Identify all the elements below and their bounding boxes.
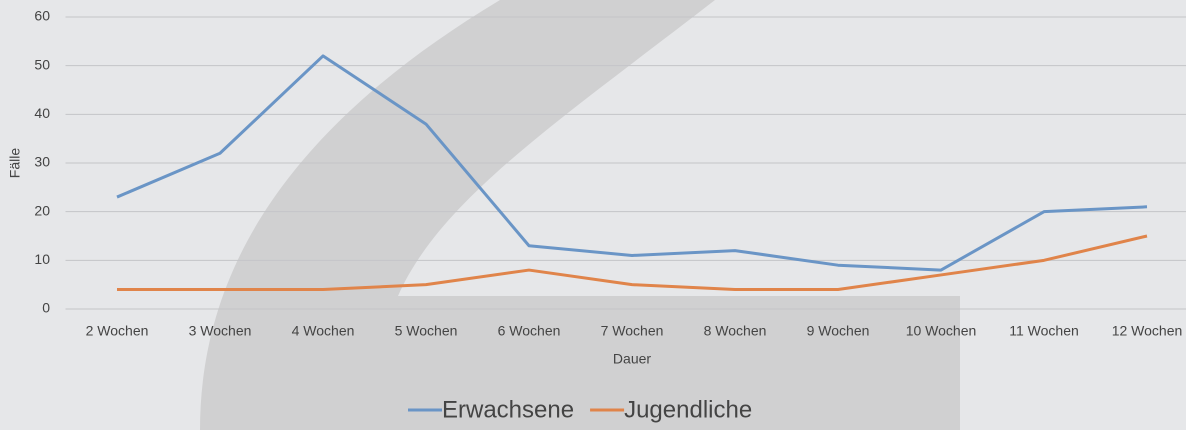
y-tick-label: 0 bbox=[42, 300, 50, 316]
series-line bbox=[117, 234, 1148, 292]
x-tick-label: 2 Wochen bbox=[86, 323, 149, 339]
x-tick-label: 12 Wochen bbox=[1112, 323, 1183, 339]
x-tick-label: 3 Wochen bbox=[189, 323, 252, 339]
x-tick-label: 9 Wochen bbox=[807, 323, 870, 339]
y-tick-label: 50 bbox=[34, 56, 50, 72]
y-tick-label: 10 bbox=[34, 251, 50, 267]
y-tick-label: 20 bbox=[34, 202, 50, 218]
y-tick-label: 60 bbox=[34, 8, 50, 24]
x-tick-label: 7 Wochen bbox=[601, 323, 664, 339]
y-tick-label: 30 bbox=[34, 154, 50, 170]
x-axis-label: Dauer bbox=[613, 351, 651, 367]
y-tick-label: 40 bbox=[34, 105, 50, 121]
y-axis-label: Fälle bbox=[7, 148, 23, 179]
legend: Erwachsene Jugendliche bbox=[408, 396, 752, 423]
legend-label: Jugendliche bbox=[624, 396, 752, 423]
x-tick-label: 5 Wochen bbox=[395, 323, 458, 339]
series-line bbox=[116, 54, 1148, 272]
x-tick-label: 6 Wochen bbox=[498, 323, 561, 339]
x-tick-label: 4 Wochen bbox=[292, 323, 355, 339]
watermark-shape bbox=[200, 0, 960, 430]
legend-label: Erwachsene bbox=[442, 396, 574, 423]
x-tick-label: 11 Wochen bbox=[1009, 323, 1079, 339]
x-tick-label: 8 Wochen bbox=[704, 323, 767, 339]
x-tick-label: 10 Wochen bbox=[906, 323, 977, 339]
watermark bbox=[200, 0, 960, 430]
